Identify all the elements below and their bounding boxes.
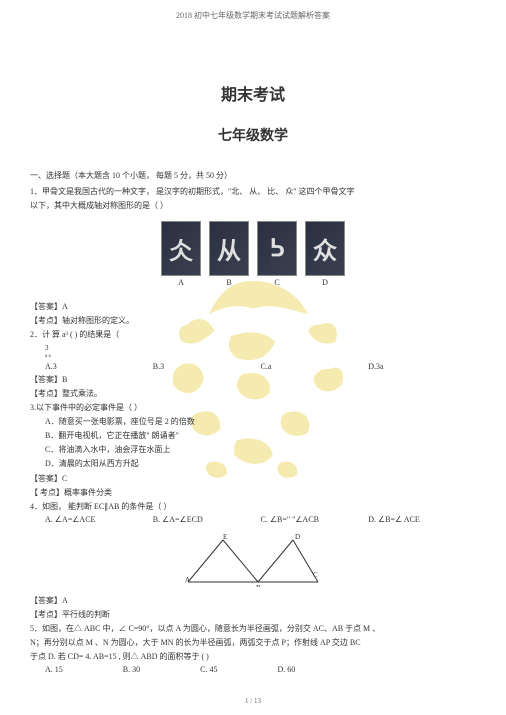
- q4-opt-b: B. ∠A=∠ECD: [153, 515, 261, 524]
- q3-opt-a: A．随意买一张电影票，座位号是 2 的倍数: [30, 416, 476, 427]
- title-main: 期末考试: [30, 81, 476, 105]
- char-box-a: 仌 A: [161, 221, 201, 276]
- q5-opt-b: B. 30: [123, 665, 140, 674]
- page-header: 2018 初中七年级数学期末考试试题解析答案: [30, 10, 476, 21]
- question-2-sub: 3: [30, 344, 476, 352]
- question-5-line3: 于点 D. 若 CD= 4. AB=15 , 则△ ABD 的面积等于 ( ): [30, 651, 476, 662]
- svg-text:B: B: [256, 584, 261, 587]
- answer-2: 【答案】B: [30, 374, 476, 385]
- subtitle: 七年级数学: [30, 125, 476, 145]
- label-b: B: [226, 278, 231, 287]
- question-5-line1: 5．如图，在△ ABC 中，∠ C=90°，以点 A 为圆心，随意长为半径画弧，…: [30, 623, 476, 634]
- q5-opt-d: D. 60: [277, 665, 295, 674]
- page-number: 1 / 13: [245, 697, 261, 705]
- q5-opt-a: A. 15: [45, 665, 63, 674]
- q2-opt-d: D.3a: [368, 362, 476, 371]
- question-2-small: a a: [30, 354, 476, 359]
- question-1-line2: 以下，其中大概成轴对称图形的是（ ）: [30, 200, 476, 211]
- oracle-bone-images: 仌 A 从 B ᕊ C 众 D: [30, 221, 476, 276]
- svg-text:D: D: [295, 533, 300, 541]
- keypoint-2: 【考点】整式乘法。: [30, 388, 476, 399]
- answer-1: 【答案】A: [30, 301, 476, 312]
- label-c: C: [274, 278, 279, 287]
- section-header: 一、选择题（本大题含 10 个小题， 每题 5 分，共 50 分）: [30, 170, 476, 181]
- q3-opt-c: C．将油滴入水中，油会浮在水面上: [30, 444, 476, 455]
- svg-text:E: E: [223, 533, 227, 541]
- question-5-line2: N；再分别以点 M 、N 为圆心，大于 MN 的长为半径画弧，两弧交于点 P；作…: [30, 637, 476, 648]
- question-3: 3.以下事件中的必定事件是（ ）: [30, 402, 476, 413]
- answer-4: 【答案】A: [30, 595, 476, 606]
- question-1-line1: 1．甲骨文是我国古代的一种文字， 是汉字的初期形式，"北、 从、 比、 众" 这…: [30, 186, 476, 197]
- q3-opt-b: B．翻开电视机，它正在播放" 朗诵者": [30, 430, 476, 441]
- question-2: 2．计 算 a³ ( ) 的结果是（: [30, 329, 476, 340]
- q4-opt-a: A. ∠A=∠ACE: [45, 515, 153, 524]
- q4-opt-d: D. ∠B=∠ ACE: [368, 515, 476, 524]
- svg-text:C: C: [313, 571, 318, 579]
- keypoint-4: 【考点】平行线的判断: [30, 609, 476, 620]
- q2-opt-c: C.a: [261, 362, 369, 371]
- glyph-d: 众: [313, 231, 337, 266]
- q2-opt-a: A.3: [45, 362, 153, 371]
- q5-opt-c: C. 45: [200, 665, 217, 674]
- keypoint-1: 【考点】轴对称图形的定义。: [30, 315, 476, 326]
- char-box-b: 从 B: [209, 221, 249, 276]
- answer-3: 【答案】C: [30, 473, 476, 484]
- label-d: D: [322, 278, 328, 287]
- question-5-options: A. 15 B. 30 C. 45 D. 60: [30, 665, 476, 674]
- question-4-options: A. ∠A=∠ACE B. ∠A=∠ECD C. ∠B=" "∠ACB D. ∠…: [30, 515, 476, 524]
- q4-opt-c: C. ∠B=" "∠ACB: [261, 515, 369, 524]
- char-box-d: 众 D: [305, 221, 345, 276]
- glyph-c: ᕊ: [270, 234, 284, 263]
- label-a: A: [178, 278, 184, 287]
- question-2-options: A.3 B.3 C.a D.3a: [30, 362, 476, 371]
- q3-opt-d: D．清晨的太阳从西方升起: [30, 458, 476, 469]
- q2-opt-b: B.3: [153, 362, 261, 371]
- svg-text:A: A: [185, 576, 190, 584]
- char-box-c: ᕊ C: [257, 221, 297, 276]
- keypoint-3: 【 考点】概率事件分类: [30, 487, 476, 498]
- geometry-figure: E A B D C: [30, 532, 476, 587]
- glyph-b: 从: [217, 231, 241, 266]
- question-4: 4．如图， 能判断 EC∥AB 的条件是（ ）: [30, 501, 476, 512]
- glyph-a: 仌: [169, 231, 193, 266]
